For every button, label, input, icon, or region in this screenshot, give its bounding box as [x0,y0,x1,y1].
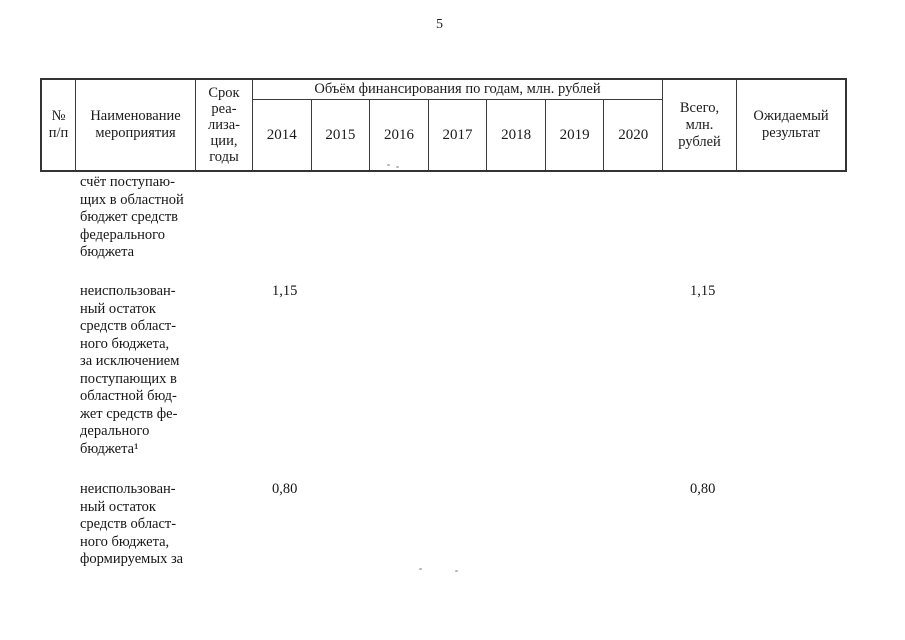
col-header-year-2017: 2017 [429,100,488,170]
col-header-total: Всего, млн. рублей [663,80,737,170]
col-header-year-2015: 2015 [312,100,371,170]
table-row-value-total: 1,15 [690,283,716,299]
table-row-value-2014: 1,15 [272,283,298,299]
col-header-measure-name: Наименование мероприятия [76,80,196,170]
finance-years-group: Объём финансирования по годам, млн. рубл… [253,80,663,170]
table-row-name: неиспользован- ный остаток средств облас… [80,283,180,457]
col-header-year-2019: 2019 [546,100,605,170]
col-header-year-2020: 2020 [618,126,649,143]
table-row-name: счёт поступаю- щих в областной бюджет ср… [80,174,184,260]
scan-artifact-dot [455,570,458,572]
col-header-expected-result: Ожидаемый результат [753,108,829,141]
scan-artifact-dot [419,568,422,570]
page-number: 5 [436,17,443,32]
col-header-year-2016: 2016 [370,100,429,170]
years-row: 2014 2015 2016 2017 2018 2019 2020 [253,100,662,170]
col-header-num: № п/п [42,80,76,170]
scan-artifact-dot [396,166,399,168]
table-row-value-total: 0,80 [690,481,716,497]
table-row-value-2014: 0,80 [272,481,298,497]
table-row-name: неиспользован- ный остаток средств облас… [80,481,184,567]
finance-table-header: № п/п Наименование мероприятия Срок реа-… [40,78,847,172]
col-header-year-2018: 2018 [487,100,546,170]
scan-artifact-dot [387,164,390,166]
col-header-finance-span: Объём финансирования по годам, млн. рубл… [253,80,662,100]
col-header-year-2014: 2014 [253,100,312,170]
col-header-term: Срок реа- лиза- ции, годы [196,80,253,170]
